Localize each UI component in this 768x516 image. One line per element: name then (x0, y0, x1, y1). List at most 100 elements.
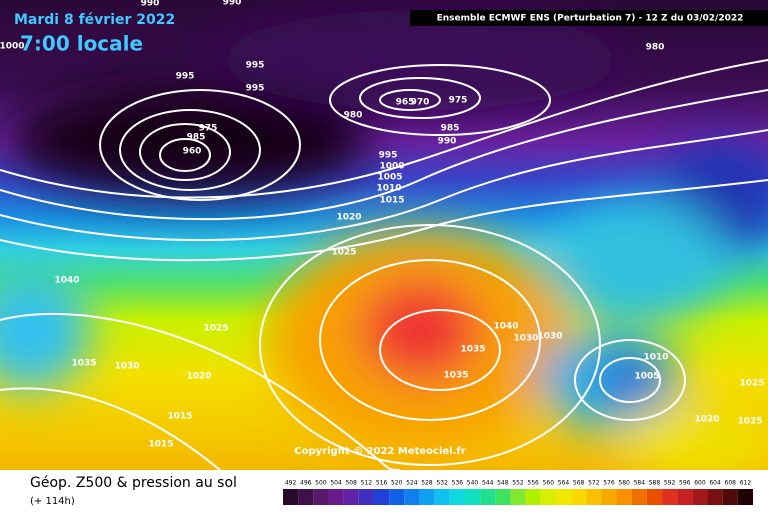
isobar-label: 995 (379, 151, 398, 161)
legend-label: 576 (603, 480, 615, 487)
isobar-label: 1005 (377, 173, 402, 183)
isobar-label: 1025 (737, 417, 762, 427)
isobar-label: 1010 (376, 184, 401, 194)
isobar-label: 1040 (54, 276, 79, 286)
legend-swatch (707, 489, 723, 505)
legend: 492 496 500 504 508 512 516 520 524 528 532 536 540 5… (283, 480, 753, 505)
isobar-label: 960 (183, 147, 202, 157)
run-box (410, 10, 768, 26)
date: Mardi 8 février 2022 (14, 12, 175, 28)
run: Ensemble ECMWF ENS (Perturbation 7) - 12… (437, 14, 744, 24)
legend-label: 544 (482, 480, 494, 487)
isobar-label: 1010 (643, 353, 668, 363)
isobar-label: 965 (396, 98, 415, 108)
legend-swatch (571, 489, 587, 505)
isobar-label: 1015 (167, 412, 192, 422)
isobar-label: 1025 (203, 324, 228, 334)
legend-label: 504 (330, 480, 342, 487)
legend-label: 580 (618, 480, 630, 487)
isobar-label: 1015 (148, 440, 173, 450)
legend-swatch (662, 489, 678, 505)
isobar-label: 1005 (634, 372, 659, 382)
legend-swatch (480, 489, 496, 505)
legend-label: 592 (664, 480, 676, 487)
legend-label: 548 (497, 480, 509, 487)
isobar-label: 980 (646, 43, 665, 53)
isobar-label: 985 (441, 124, 460, 134)
footer-title: Géop. Z500 & pression au sol (30, 475, 237, 491)
legend-swatch (404, 489, 420, 505)
legend-swatch (525, 489, 541, 505)
legend-swatch (464, 489, 481, 505)
legend-label: 528 (421, 480, 433, 487)
isobar-label: 1020 (186, 372, 211, 382)
legend-label: 588 (649, 480, 661, 487)
legend-swatch (692, 489, 708, 505)
legend-swatch (358, 489, 374, 505)
legend-swatch (449, 489, 465, 505)
legend-swatch (677, 489, 693, 505)
lead-time: (+ 114h) (30, 496, 75, 507)
copyright: Copyright © 2022 Meteociel.fr (294, 446, 465, 457)
isobar-label: 970 (411, 98, 430, 108)
time: 7:00 locale (20, 32, 143, 56)
legend-label: 564 (558, 480, 570, 487)
legend-swatch (555, 489, 572, 505)
legend-label: 500 (315, 480, 327, 487)
legend-label: 516 (376, 480, 388, 487)
isobar-label: 995 (176, 72, 195, 82)
isobar-label: 1025 (331, 248, 356, 258)
isobar-label: 1015 (379, 196, 404, 206)
legend-label: 572 (588, 480, 600, 487)
legend-swatch (389, 489, 405, 505)
legend-swatch (434, 489, 450, 505)
legend-swatch (631, 489, 647, 505)
legend-label: 524 (406, 480, 418, 487)
isobar-label: 980 (344, 111, 363, 121)
legend-label: 596 (679, 480, 691, 487)
legend-swatch (722, 489, 738, 505)
legend-label: 600 (694, 480, 706, 487)
legend-swatch (737, 489, 753, 505)
legend-swatch (586, 489, 602, 505)
field-overlay (0, 10, 768, 480)
legend-label: 608 (725, 480, 737, 487)
isobar-label: 995 (246, 61, 265, 71)
isobar-label: 1025 (739, 379, 764, 389)
legend-swatch (419, 489, 435, 505)
legend-swatch (298, 489, 314, 505)
legend-swatch (373, 489, 390, 505)
isobar-label: 1035 (460, 345, 485, 355)
legend-label: 496 (300, 480, 312, 487)
legend-label: 552 (512, 480, 524, 487)
legend-swatch (328, 489, 344, 505)
isobar-label: 1000 (379, 162, 404, 172)
legend-label: 508 (345, 480, 357, 487)
legend-label: 540 (467, 480, 479, 487)
isobar-label: 1040 (493, 322, 518, 332)
isobar-label: 1030 (114, 362, 139, 372)
isobar-label: 995 (246, 84, 265, 94)
legend-swatch (495, 489, 511, 505)
legend-swatch (601, 489, 617, 505)
isobar-label: 1035 (443, 371, 468, 381)
legend-label: 584 (634, 480, 646, 487)
legend-label: 532 (436, 480, 448, 487)
legend-label: 536 (452, 480, 464, 487)
isobar-label: 990 (223, 0, 242, 8)
isobar-label: 1020 (336, 213, 361, 223)
legend-label: 604 (709, 480, 721, 487)
isobar-label: 990 (438, 137, 457, 147)
legend-label: 560 (543, 480, 555, 487)
isobar-label: 975 (449, 96, 468, 106)
isobar-label: 985 (187, 133, 206, 143)
legend-swatch (313, 489, 329, 505)
legend-label: 568 (573, 480, 585, 487)
isobars (0, 59, 768, 471)
isobar-label: 1030 (513, 334, 538, 344)
legend-label: 556 (527, 480, 539, 487)
legend-swatch (283, 489, 299, 505)
isobar-label: 1030 (537, 332, 562, 342)
